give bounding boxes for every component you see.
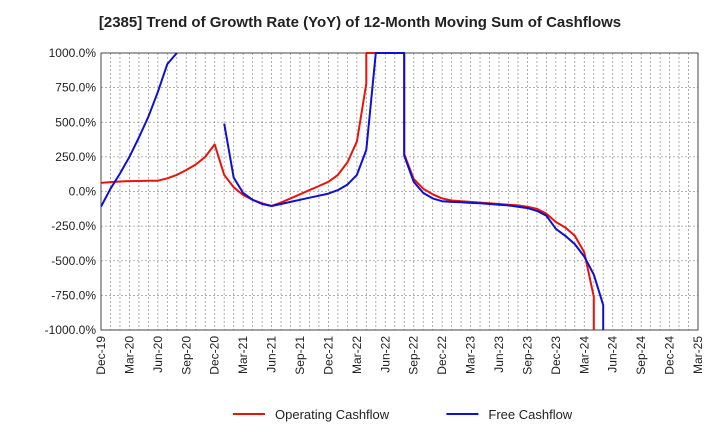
x-tick-label: Sep-21: [293, 336, 307, 375]
x-tick-label: Mar-23: [464, 336, 478, 374]
x-tick-label: Mar-22: [350, 336, 364, 374]
x-tick-label: Mar-24: [577, 336, 591, 374]
x-tick-label: Jun-20: [151, 336, 165, 373]
x-tick-label: Dec-19: [94, 336, 108, 375]
series-line: [101, 52, 178, 208]
y-tick-label: -500.0%: [51, 254, 96, 268]
x-tick-labels: Dec-19 Mar-20 Jun-20 Sep-20 Dec-20 Mar-21 Jun-…: [94, 336, 705, 375]
series-free-cashflow: [101, 52, 605, 330]
y-tick-label: 750.0%: [55, 81, 96, 95]
x-tick-label: Sep-24: [634, 336, 648, 375]
x-tick-label: Sep-20: [179, 336, 193, 375]
y-tick-label: -750.0%: [51, 288, 96, 302]
x-tick-label: Jun-23: [492, 336, 506, 373]
y-tick-label: -250.0%: [51, 219, 96, 233]
legend-label: Operating Cashflow: [275, 407, 390, 422]
series-line: [101, 52, 595, 330]
x-tick-label: Dec-23: [549, 336, 563, 375]
x-tick-label: Mar-20: [122, 336, 136, 374]
y-tick-label: 0.0%: [69, 185, 97, 199]
legend: Operating Cashflow Free Cashflow: [233, 407, 573, 422]
series-operating-cashflow: [101, 52, 595, 330]
x-tick-label: Sep-22: [407, 336, 421, 375]
x-tick-label: Jun-22: [378, 336, 392, 373]
y-tick-labels: 1000.0% 750.0% 500.0% 250.0% 0.0% -250.0% -500…: [45, 46, 97, 337]
series-line: [223, 52, 605, 330]
x-tick-label: Jun-24: [606, 336, 620, 373]
chart-title: [2385] Trend of Growth Rate (YoY) of 12-…: [98, 14, 622, 31]
x-tick-label: Sep-23: [520, 336, 534, 375]
x-tick-label: Mar-25: [691, 336, 705, 374]
x-tick-label: Dec-22: [435, 336, 449, 375]
x-tick-label: Jun-21: [265, 336, 279, 373]
x-tick-label: Dec-24: [663, 336, 677, 375]
y-tick-label: -1000.0%: [45, 323, 97, 337]
legend-item: Operating Cashflow: [233, 407, 390, 422]
y-tick-label: 250.0%: [55, 150, 96, 164]
x-tick-label: Dec-21: [321, 336, 335, 375]
y-tick-label: 500.0%: [55, 115, 96, 129]
legend-label: Free Cashflow: [488, 407, 572, 422]
x-tick-label: Dec-20: [208, 336, 222, 375]
y-tick-label: 1000.0%: [49, 46, 97, 60]
legend-item: Free Cashflow: [446, 407, 573, 422]
x-tick-label: Mar-21: [236, 336, 250, 374]
